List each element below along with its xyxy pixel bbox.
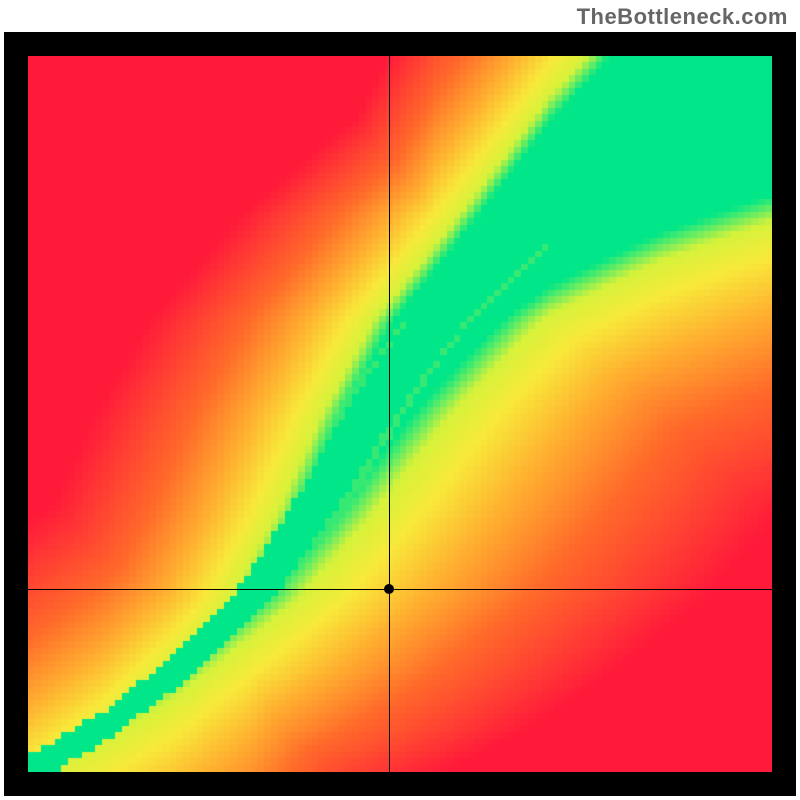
heatmap: [28, 56, 772, 772]
watermark-text: TheBottleneck.com: [577, 4, 788, 30]
crosshair-vertical: [389, 56, 390, 772]
chart-container: TheBottleneck.com: [0, 0, 800, 800]
crosshair-horizontal: [28, 589, 772, 590]
